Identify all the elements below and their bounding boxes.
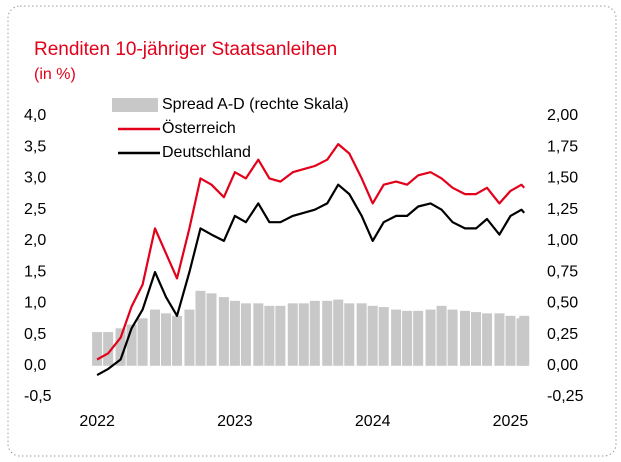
spread-bar: [287, 303, 298, 366]
x-tick-label: 2022: [79, 413, 115, 430]
spread-bar: [229, 300, 240, 366]
y2-tick-label: 2,00: [547, 107, 578, 124]
legend-swatch: [112, 98, 158, 112]
y-tick-label: -0,5: [24, 388, 52, 405]
spread-bar: [505, 315, 516, 366]
legend-label: Deutschland: [162, 144, 251, 161]
y-tick-label: 4,0: [24, 107, 46, 124]
y-tick-label: 3,0: [24, 170, 46, 187]
spread-bar: [378, 307, 389, 366]
y2-tick-label: 1,00: [547, 232, 578, 249]
frame: [7, 5, 617, 457]
spread-bar: [425, 309, 436, 366]
spread-bar: [195, 290, 206, 366]
spread-bar: [494, 313, 505, 366]
spread-bar: [402, 310, 413, 366]
line: [96, 143, 526, 361]
spread-bar: [184, 309, 195, 366]
spread-bar: [240, 303, 251, 366]
spread-bar: [367, 305, 378, 366]
spread-bar: [322, 300, 333, 366]
spread-bar: [333, 299, 344, 366]
spread-bar: [172, 315, 183, 366]
spread-bar: [471, 312, 482, 366]
spread-bar: [206, 293, 217, 366]
spread-bar: [436, 305, 447, 366]
legend-label: Österreich: [162, 119, 236, 137]
y2-tick-label: 0,50: [547, 295, 578, 312]
spread-bar: [103, 332, 114, 366]
x-tick-label: 2024: [355, 413, 391, 430]
spread-bar: [413, 310, 424, 366]
y2-tick-label: -0,25: [547, 388, 584, 405]
spread-bar: [115, 328, 126, 366]
y-tick-label: 2,5: [24, 201, 46, 218]
y2-tick-label: 0,00: [547, 357, 578, 374]
spread-bar: [149, 309, 161, 366]
y-tick-label: 3,5: [24, 138, 46, 155]
chart-title: Renditen 10-jähriger Staatsanleihen: [34, 39, 337, 60]
y2-tick-label: 1,50: [547, 170, 578, 187]
y-tick-label: 0,5: [24, 326, 46, 343]
spread-bar: [275, 305, 286, 366]
y2-tick-label: 0,75: [547, 263, 578, 280]
spread-bar: [161, 313, 172, 366]
spread-bar: [126, 324, 137, 366]
spread-bar: [253, 303, 264, 366]
x-tick-label: 2023: [217, 413, 253, 430]
spread-bar: [298, 303, 309, 366]
y2-tick-label: 1,75: [547, 138, 578, 155]
x-tick-label: 2025: [493, 413, 529, 430]
y-tick-label: 0,0: [24, 357, 46, 374]
spread-bar: [356, 303, 367, 366]
spread-bar: [264, 305, 275, 366]
y2-tick-label: 0,25: [547, 326, 578, 343]
spread-bar: [218, 297, 229, 366]
line: [96, 183, 526, 377]
y-tick-label: 1,0: [24, 295, 46, 312]
spread-bar: [482, 313, 493, 366]
spread-bar: [344, 303, 355, 366]
spread-bar: [447, 309, 458, 366]
spread-bar: [391, 309, 402, 366]
spread-bar: [137, 318, 148, 366]
spread-bar: [92, 332, 103, 366]
y-tick-label: 1,5: [24, 263, 46, 280]
chart-subtitle: (in %): [34, 66, 76, 83]
y2-tick-label: 1,25: [547, 201, 578, 218]
spread-bar: [459, 310, 471, 366]
y-tick-label: 2,0: [24, 232, 46, 249]
spread-bar: [519, 315, 530, 366]
legend-label: Spread A-D (rechte Skala): [162, 96, 349, 113]
spread-bar: [309, 300, 320, 366]
